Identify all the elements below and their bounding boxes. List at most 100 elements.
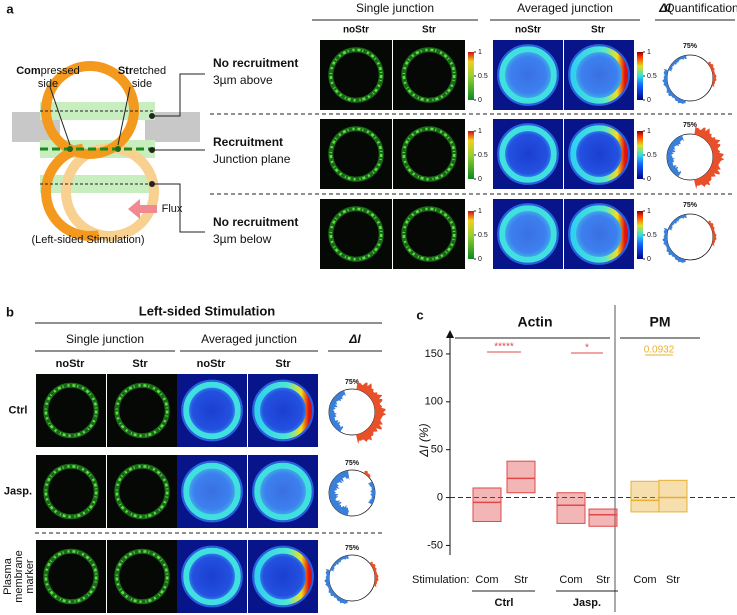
polar-wedge bbox=[324, 568, 348, 604]
condition-label: noStr bbox=[343, 25, 369, 36]
heatmap-ring bbox=[183, 462, 241, 521]
heatmap-ring bbox=[570, 205, 628, 263]
flux-arrow bbox=[128, 199, 157, 219]
dot bbox=[67, 146, 73, 152]
colorbar-label: 0 bbox=[478, 256, 482, 263]
row-title: Recruitment bbox=[213, 135, 283, 149]
heatmap-inner bbox=[186, 550, 238, 603]
heatmap-inner bbox=[257, 384, 309, 437]
x-tick-label: Str bbox=[514, 574, 528, 586]
colorbar-label: 0 bbox=[647, 256, 651, 263]
cell-ring bbox=[402, 207, 456, 261]
colorbar-label: 0.5 bbox=[478, 232, 488, 239]
colorbar-label: 0.5 bbox=[478, 73, 488, 80]
x-tick-label: Com bbox=[633, 574, 656, 586]
polar-wedge bbox=[364, 470, 371, 479]
connector bbox=[152, 183, 205, 233]
schematic-label-rest: etched bbox=[133, 65, 166, 77]
condition-label: Str bbox=[591, 25, 605, 36]
polar-wedge bbox=[369, 561, 379, 587]
heatmap-ring-edge bbox=[252, 545, 314, 608]
box bbox=[588, 508, 618, 527]
heatmap-ring bbox=[183, 381, 241, 440]
colorbar-label: 0.5 bbox=[647, 232, 657, 239]
y-axis-arrow bbox=[446, 330, 454, 338]
heatmap-inner bbox=[573, 49, 625, 101]
cell-ring bbox=[115, 550, 169, 603]
polar-wedge bbox=[662, 227, 686, 263]
row-label: Plasma bbox=[2, 557, 14, 595]
y-tick-label: 50 bbox=[431, 444, 443, 456]
box bbox=[556, 492, 586, 524]
condition-label: noStr bbox=[515, 25, 541, 36]
box bbox=[472, 487, 502, 522]
heatmap-ring bbox=[570, 125, 628, 183]
x-tick-label: Str bbox=[666, 574, 680, 586]
heatmap-inner bbox=[257, 550, 309, 603]
polar-scale: 75% bbox=[683, 43, 698, 50]
group-label: Jasp. bbox=[573, 597, 601, 609]
cell-ring bbox=[115, 384, 169, 437]
row-label: membrane bbox=[13, 550, 25, 603]
row-subtitle: 3µm below bbox=[213, 232, 272, 246]
connector bbox=[152, 73, 205, 117]
heatmap-ring bbox=[499, 205, 557, 263]
heatmap-ring-edge bbox=[497, 123, 559, 185]
column-header: Averaged junction bbox=[517, 1, 613, 15]
section-title: Actin bbox=[518, 314, 553, 330]
heatmap-ring bbox=[183, 547, 241, 606]
polar-wedge bbox=[330, 555, 349, 572]
cell-ring bbox=[401, 126, 457, 182]
heatmap-inner bbox=[573, 208, 625, 260]
heatmap-ring bbox=[570, 46, 628, 104]
pointer bbox=[49, 86, 71, 146]
panel-label: c bbox=[416, 307, 423, 322]
polar-wedge bbox=[694, 123, 725, 189]
colorbar-label: 1 bbox=[478, 49, 482, 56]
condition-label: noStr bbox=[56, 358, 85, 370]
heatmap-ring-edge bbox=[252, 460, 314, 523]
colorbar-label: 0 bbox=[647, 97, 651, 104]
polar-scale: 75% bbox=[345, 460, 360, 467]
column-header: ΔI bbox=[348, 332, 361, 346]
schematic-label-rest: pressed bbox=[41, 65, 80, 77]
section-title: PM bbox=[650, 314, 671, 330]
rules bbox=[35, 19, 735, 612]
heatmap-inner bbox=[502, 49, 554, 101]
cell-lower-front bbox=[41, 143, 139, 241]
panel-label: b bbox=[6, 304, 14, 319]
schematic bbox=[12, 61, 205, 241]
cell-ring bbox=[329, 127, 383, 181]
x-tick-label: Com bbox=[559, 574, 582, 586]
y-tick-label: 0 bbox=[437, 491, 443, 503]
schematic-caption: (Left-sided Stimulation) bbox=[31, 234, 144, 246]
heatmap-ring bbox=[254, 381, 312, 440]
heatmap-ring bbox=[499, 125, 557, 183]
schematic-label: Compressed bbox=[16, 65, 80, 77]
box bbox=[658, 479, 688, 513]
heatmap-ring-edge bbox=[497, 44, 559, 106]
panel-title: Left-sided Stimulation bbox=[139, 303, 276, 318]
polar-wedge bbox=[329, 470, 350, 516]
colorbar bbox=[637, 52, 643, 100]
cell-ring bbox=[115, 465, 169, 518]
polar-wedge bbox=[367, 481, 375, 505]
heatmap-ring-edge bbox=[568, 123, 630, 185]
significance-label: * bbox=[585, 343, 589, 354]
schematic-label: Stretched bbox=[118, 65, 166, 77]
cell-ring bbox=[44, 550, 98, 603]
polar-scale: 75% bbox=[683, 122, 698, 129]
cell-ring bbox=[329, 48, 383, 102]
y-tick-label: 150 bbox=[425, 348, 443, 360]
box bbox=[630, 480, 660, 513]
condition-label: Str bbox=[275, 358, 291, 370]
colorbar-label: 0 bbox=[478, 176, 482, 183]
condition-label: Str bbox=[422, 25, 436, 36]
polar-wedge bbox=[668, 214, 687, 231]
colorbar-label: 1 bbox=[647, 49, 651, 56]
column-header: ΔI bbox=[658, 1, 671, 15]
row-subtitle: Junction plane bbox=[213, 152, 291, 166]
polar-scale: 75% bbox=[345, 379, 360, 386]
pointer bbox=[117, 86, 131, 146]
